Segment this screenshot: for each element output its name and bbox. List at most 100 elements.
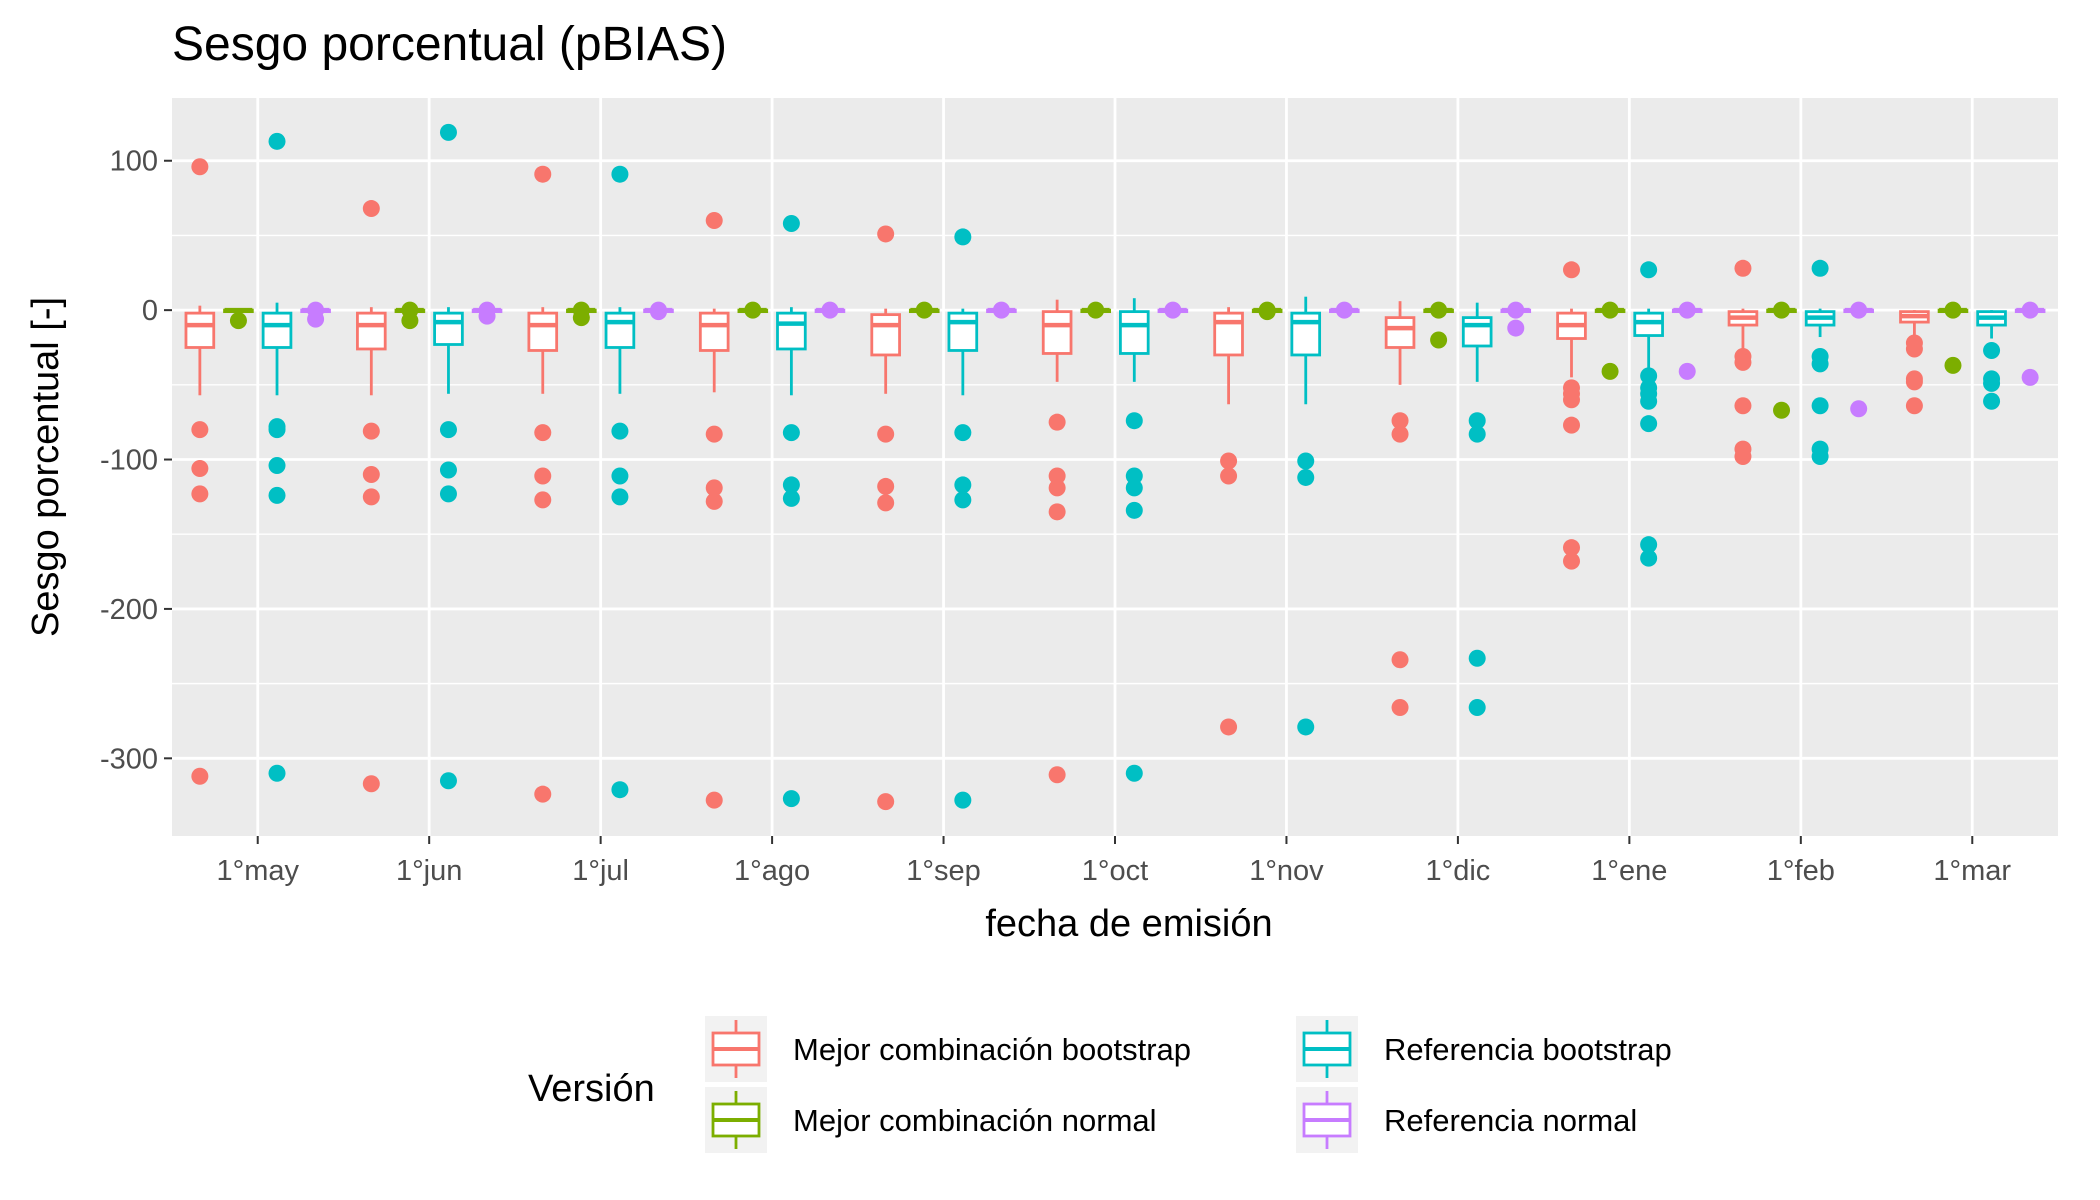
outlier-point — [478, 301, 496, 319]
boxplot — [471, 301, 503, 325]
outlier-point — [1640, 261, 1658, 279]
outlier-point — [1468, 649, 1486, 667]
outlier-point — [268, 486, 286, 504]
boxplot — [1384, 301, 1416, 717]
outlier-point — [1562, 261, 1580, 279]
outlier-point — [1125, 501, 1143, 519]
outlier-point — [1811, 355, 1829, 373]
boxplot — [698, 212, 730, 809]
boxplot — [1804, 259, 1836, 466]
boxplot — [947, 228, 979, 809]
x-tick-label: 1°ago — [734, 855, 810, 887]
box — [947, 311, 979, 352]
outlier-point — [1125, 479, 1143, 497]
box — [1041, 310, 1073, 355]
outlier-point — [1850, 400, 1868, 418]
boxplot — [394, 301, 426, 330]
outlier-point — [307, 301, 325, 319]
boxplot — [1251, 301, 1283, 321]
boxplot — [1899, 310, 1930, 415]
outlier-point — [1983, 392, 2001, 410]
outlier-point — [191, 158, 209, 176]
outlier-point — [1734, 353, 1752, 371]
outlier-point — [268, 457, 286, 475]
outlier-point — [782, 424, 800, 442]
outlier-point — [1734, 397, 1752, 415]
x-tick-label: 1°mar — [1933, 855, 2011, 887]
outlier-point — [782, 790, 800, 808]
box — [1461, 316, 1493, 348]
outlier-point — [1983, 341, 2001, 359]
outlier-point — [1905, 373, 1923, 391]
outlier-point — [954, 791, 972, 809]
outlier-point — [1468, 412, 1486, 430]
outlier-point — [1048, 766, 1066, 784]
boxplots — [184, 123, 2046, 811]
boxplot — [1461, 302, 1493, 717]
box — [604, 311, 636, 349]
outlier-point — [1944, 356, 1962, 374]
outlier-point — [782, 214, 800, 232]
legend-item: Referencia normal — [1296, 1087, 1637, 1153]
outlier-point — [1164, 301, 1182, 319]
outlier-point — [1850, 301, 1868, 319]
outlier-point — [1087, 301, 1105, 319]
box — [261, 311, 293, 349]
boxplot — [604, 165, 636, 799]
outlier-point — [401, 301, 419, 319]
boxplot — [1119, 298, 1150, 782]
boxplot — [1671, 301, 1703, 380]
outlier-point — [229, 312, 247, 330]
outlier-point — [534, 785, 552, 803]
outlier-point — [1125, 467, 1143, 485]
outlier-point — [362, 422, 380, 440]
outlier-point — [362, 200, 380, 218]
outlier-point — [1468, 699, 1486, 717]
box — [698, 311, 730, 352]
boxplot — [1937, 301, 1969, 374]
outlier-point — [2021, 368, 2039, 386]
outlier-point — [611, 467, 629, 485]
y-tick-label: 0 — [142, 295, 158, 327]
outlier-point — [1640, 549, 1658, 567]
outlier-point — [954, 424, 972, 442]
outlier-point — [705, 212, 723, 230]
legend-title: Versión — [528, 1068, 655, 1110]
box — [1384, 316, 1416, 349]
boxplot — [1213, 307, 1244, 736]
outlier-point — [439, 123, 457, 141]
outlier-point — [1562, 416, 1580, 434]
legend-label: Referencia bootstrap — [1384, 1032, 1672, 1067]
outlier-point — [1048, 503, 1066, 521]
outlier-point — [362, 775, 380, 793]
outlier-point — [439, 485, 457, 503]
outlier-point — [1258, 303, 1276, 321]
outlier-point — [992, 301, 1010, 319]
boxplot — [986, 301, 1017, 319]
outlier-point — [915, 301, 933, 319]
outlier-point — [1640, 392, 1658, 410]
outlier-point — [534, 424, 552, 442]
x-tick-label: 1°sep — [906, 855, 980, 887]
outlier-point — [1640, 415, 1658, 433]
outlier-point — [572, 301, 590, 319]
outlier-point — [1048, 413, 1066, 431]
outlier-point — [1220, 452, 1238, 470]
boxplot — [566, 301, 597, 327]
outlier-point — [1811, 259, 1829, 277]
outlier-point — [268, 421, 286, 439]
outlier-point — [1048, 479, 1066, 497]
outlier-point — [1391, 425, 1409, 443]
box — [184, 311, 216, 349]
boxplot — [1633, 261, 1664, 567]
y-tick-label: -100 — [100, 445, 158, 477]
boxplot — [1041, 299, 1073, 784]
x-tick-label: 1°oct — [1082, 855, 1148, 887]
outlier-point — [1640, 536, 1658, 554]
outlier-point — [744, 301, 762, 319]
outlier-point — [821, 301, 839, 319]
boxplot — [1976, 310, 2007, 410]
boxplot — [1843, 301, 1874, 418]
outlier-point — [877, 225, 895, 243]
outlier-point — [1811, 397, 1829, 415]
